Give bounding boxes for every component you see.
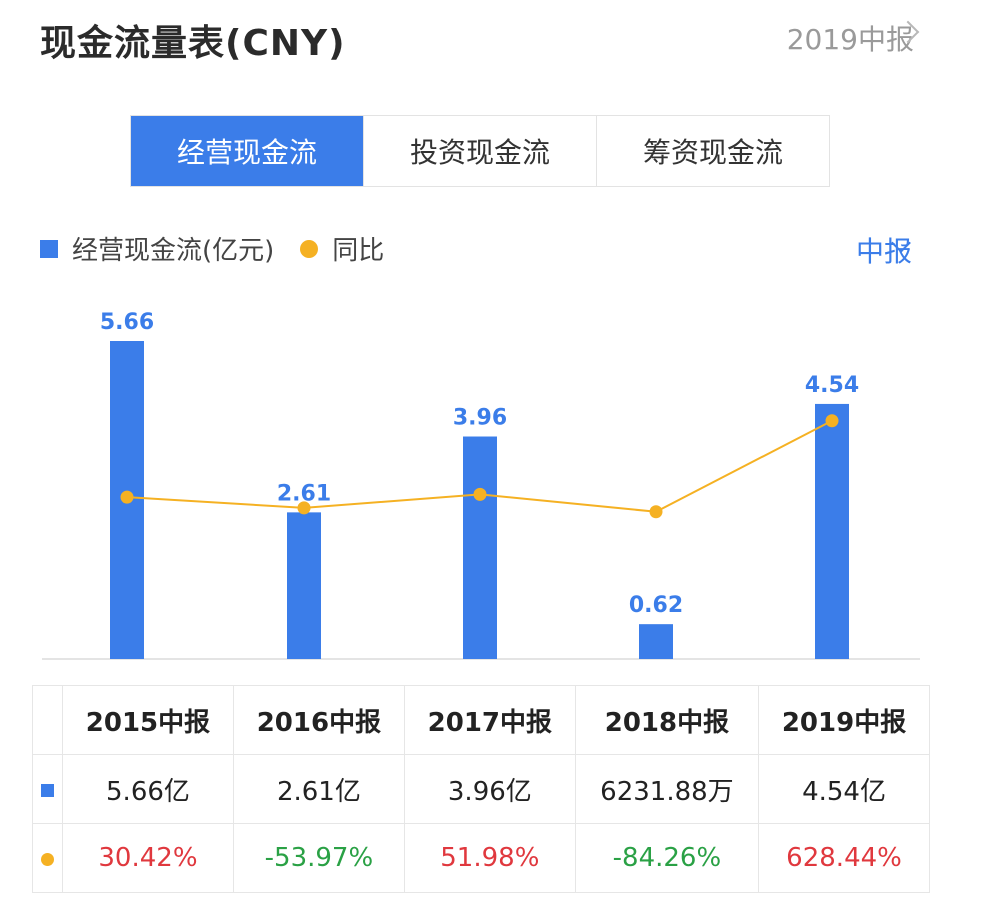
table-corner-cell <box>32 685 63 755</box>
bar-data-label: 3.96 <box>453 406 507 431</box>
table-line-marker-cell <box>32 823 63 893</box>
bar <box>639 624 673 659</box>
bar-data-label: 4.54 <box>805 373 859 398</box>
table-header-cell: 2017中报 <box>403 685 576 755</box>
table-header-cell: 2018中报 <box>574 685 760 755</box>
table-row: 30.42% -53.97% 51.98% -84.26% 628.44% <box>32 823 930 893</box>
yoy-point <box>120 490 134 504</box>
bar <box>463 436 497 659</box>
bar-data-label: 5.66 <box>100 310 154 335</box>
yoy-point <box>297 501 311 515</box>
table-yoy-cell: 628.44% <box>758 823 930 893</box>
table-yoy-cell: -53.97% <box>232 823 405 893</box>
table-row: 5.66亿 2.61亿 3.96亿 6231.88万 4.54亿 <box>32 754 930 824</box>
tab-operating-cashflow[interactable]: 经营现金流 <box>131 116 364 186</box>
table-value-cell: 3.96亿 <box>403 754 576 824</box>
yoy-point <box>825 414 839 428</box>
bar <box>815 403 849 659</box>
table-yoy-cell: 30.42% <box>62 823 234 893</box>
table-yoy-cell: 51.98% <box>403 823 576 893</box>
table-bar-marker-cell <box>32 754 63 824</box>
yoy-point <box>473 487 487 501</box>
table-header-cell: 2019中报 <box>758 685 930 755</box>
tab-financing-cashflow[interactable]: 筹资现金流 <box>642 136 783 169</box>
cashflow-chart: 5.662.613.960.624.54 <box>42 310 920 660</box>
bar-data-label: 0.62 <box>629 593 683 618</box>
bar-legend-label: 经营现金流(亿元) <box>72 236 275 266</box>
line-legend-label: 同比 <box>332 236 385 266</box>
table-yoy-cell: -84.26% <box>574 823 760 893</box>
line-legend-marker <box>300 239 319 258</box>
data-table: 2015中报 2016中报 2017中报 2018中报 2019中报 5.66亿… <box>32 685 930 893</box>
table-header-row: 2015中报 2016中报 2017中报 2018中报 2019中报 <box>32 685 930 755</box>
tab-investing-cashflow[interactable]: 投资现金流 <box>364 116 597 186</box>
bar-marker-icon <box>41 784 54 797</box>
period-link[interactable]: 2019中报 <box>786 23 914 56</box>
period-select[interactable]: 中报 <box>855 235 912 268</box>
bar <box>287 512 321 659</box>
table-value-cell: 4.54亿 <box>758 754 930 824</box>
cashflow-tabs: 经营现金流 投资现金流 筹资现金流 <box>130 115 830 187</box>
table-value-cell: 2.61亿 <box>232 754 405 824</box>
table-header-cell: 2015中报 <box>62 685 234 755</box>
table-header-cell: 2016中报 <box>232 685 405 755</box>
table-value-cell: 6231.88万 <box>574 754 760 824</box>
page-title: 现金流量表(CNY) <box>40 23 346 64</box>
chart-legend: 经营现金流(亿元) 同比 <box>40 230 384 267</box>
yoy-point <box>649 505 663 519</box>
line-marker-icon <box>41 853 54 866</box>
bar-legend-marker <box>40 239 58 258</box>
table-value-cell: 5.66亿 <box>62 754 234 824</box>
